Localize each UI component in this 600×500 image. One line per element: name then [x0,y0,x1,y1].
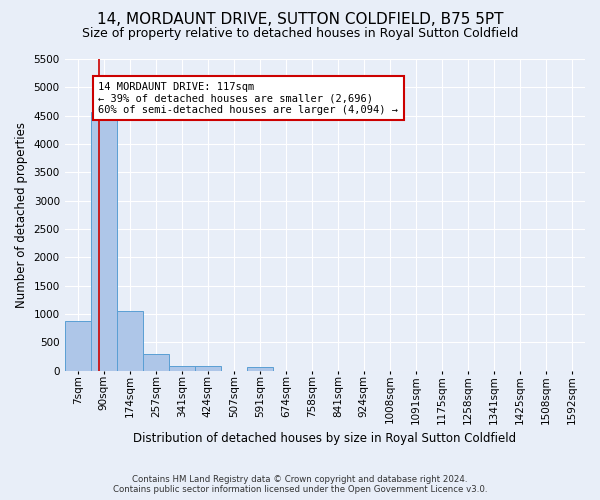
Y-axis label: Number of detached properties: Number of detached properties [15,122,28,308]
Text: 14, MORDAUNT DRIVE, SUTTON COLDFIELD, B75 5PT: 14, MORDAUNT DRIVE, SUTTON COLDFIELD, B7… [97,12,503,28]
Bar [143,354,169,371]
Bar [65,321,91,371]
X-axis label: Distribution of detached houses by size in Royal Sutton Coldfield: Distribution of detached houses by size … [133,432,517,445]
Bar [247,368,273,371]
Text: Contains HM Land Registry data © Crown copyright and database right 2024.
Contai: Contains HM Land Registry data © Crown c… [113,474,487,494]
Text: 14 MORDAUNT DRIVE: 117sqm
← 39% of detached houses are smaller (2,696)
60% of se: 14 MORDAUNT DRIVE: 117sqm ← 39% of detac… [98,82,398,115]
Bar [91,112,117,371]
Text: Size of property relative to detached houses in Royal Sutton Coldfield: Size of property relative to detached ho… [82,28,518,40]
Bar [169,366,195,371]
Bar [195,366,221,371]
Bar [117,310,143,371]
